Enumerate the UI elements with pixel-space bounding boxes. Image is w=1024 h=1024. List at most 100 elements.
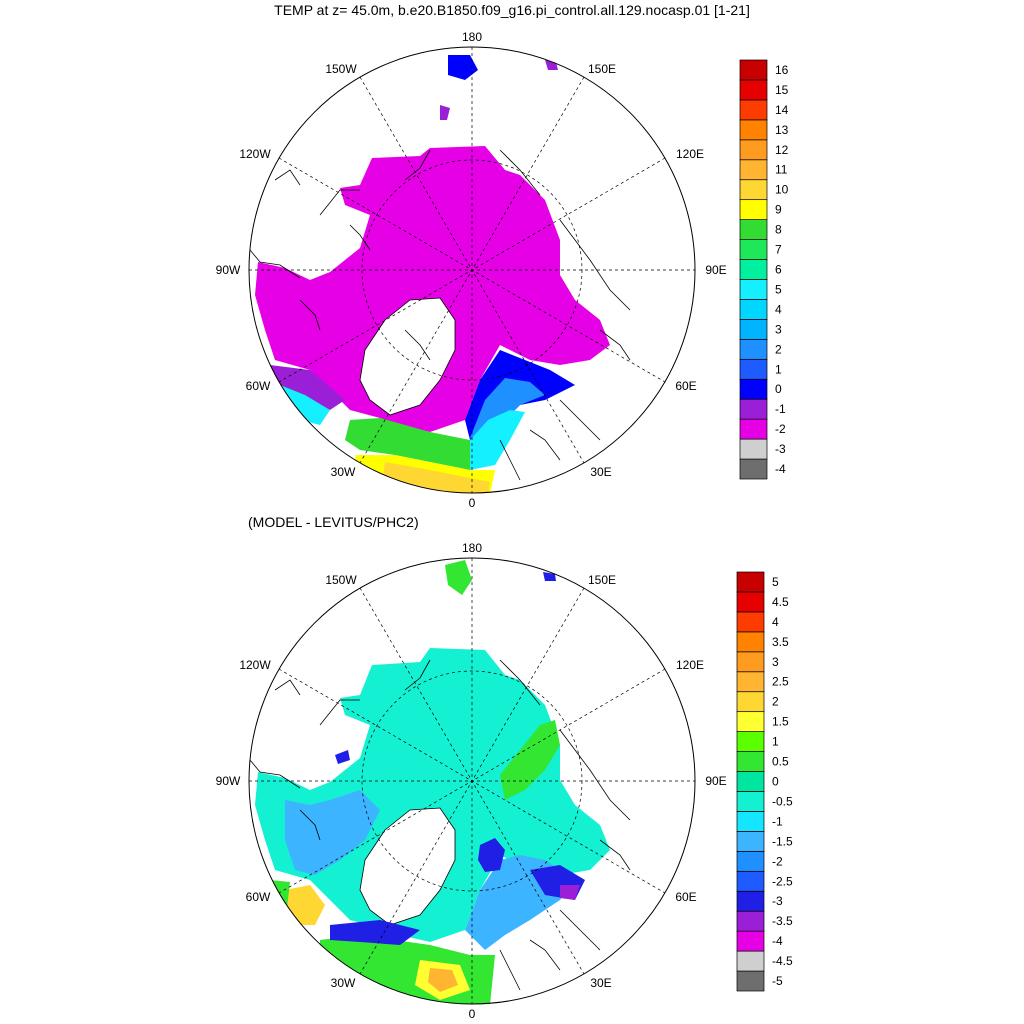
bottom-colorbar: -5 -4.5 -4 -3.5 -3 -2.5 -2 -1.5 -1 -0.5 0 0.5 1 1.5 2 2… bbox=[736, 571, 793, 992]
top-colorbar-label-10: 6 bbox=[775, 263, 782, 277]
top-polar-map: 180 150E 120E 90E 60E 30E 0 30W 60W 90W … bbox=[216, 30, 727, 510]
bottom-colorbar-label-8: -1 bbox=[772, 814, 783, 828]
bottom-laptev-positive bbox=[500, 720, 560, 800]
bottom-colorbar-box-13 bbox=[736, 711, 765, 732]
top-colorbar-box-16 bbox=[739, 139, 768, 161]
bottom-graticule bbox=[249, 558, 695, 1004]
bottom-colorbar-label-17: 3.5 bbox=[772, 635, 789, 649]
bottom-longitude-labels: 180 150E 120E 90E 60E 30E 0 30W 60W 90W … bbox=[216, 541, 727, 1021]
top-lon-180: 180 bbox=[462, 30, 482, 44]
top-colorbar-label-6: 2 bbox=[775, 342, 782, 356]
top-colorbar-box-19 bbox=[739, 79, 768, 101]
bottom-greenland bbox=[359, 807, 456, 926]
top-colorbar-box-14 bbox=[739, 179, 768, 201]
top-colorbar-box-4 bbox=[739, 378, 768, 400]
bottom-lon-90w: 90W bbox=[216, 774, 241, 788]
bottom-colorbar-box-3 bbox=[736, 910, 765, 932]
top-colorbar-box-5 bbox=[739, 358, 768, 380]
bottom-colorbar-box-2 bbox=[736, 930, 765, 952]
bottom-atlantic-orange bbox=[428, 968, 458, 992]
bottom-colorbar-box-20 bbox=[736, 571, 765, 593]
top-lon-30e: 30E bbox=[590, 465, 611, 479]
bottom-east-siberian bbox=[543, 572, 556, 581]
top-lon-120w: 120W bbox=[239, 147, 271, 161]
top-colorbar-label-5: 1 bbox=[775, 362, 782, 376]
bottom-lon-90e: 90E bbox=[705, 774, 726, 788]
bottom-colorbar-label-5: -2.5 bbox=[772, 874, 793, 888]
bottom-lon-0: 0 bbox=[469, 1007, 476, 1021]
top-colorbar-label-17: 13 bbox=[775, 123, 789, 137]
bottom-colorbar-label-15: 2.5 bbox=[772, 675, 789, 689]
bottom-coastline bbox=[249, 659, 631, 991]
top-colorbar-label-9: 5 bbox=[775, 282, 782, 296]
top-lon-90w: 90W bbox=[216, 263, 241, 277]
top-map-border bbox=[248, 46, 696, 494]
bottom-colorbar-box-17 bbox=[736, 631, 765, 653]
bottom-colorbar-label-12: 1 bbox=[772, 735, 779, 749]
bottom-colorbar-box-6 bbox=[736, 850, 765, 872]
bottom-caa-cold bbox=[335, 750, 350, 764]
top-lon-120e: 120E bbox=[676, 147, 704, 161]
bottom-colorbar-label-20: 5 bbox=[772, 575, 779, 589]
bottom-lon-60e: 60E bbox=[675, 890, 696, 904]
top-colorbar-label-14: 10 bbox=[775, 183, 789, 197]
top-colorbar-label-1: -3 bbox=[775, 442, 786, 456]
top-colorbar-label-12: 8 bbox=[775, 223, 782, 237]
bottom-lon-120e: 120E bbox=[676, 658, 704, 672]
bottom-polar-map: 180 150E 120E 90E 60E 30E 0 30W 60W 90W … bbox=[216, 541, 727, 1021]
top-chukchi bbox=[440, 105, 450, 120]
bottom-colorbar-box-1 bbox=[736, 950, 765, 972]
top-colorbar-box-0 bbox=[739, 458, 768, 480]
bottom-kara-purple bbox=[560, 885, 580, 900]
top-colorbar-box-1 bbox=[739, 438, 768, 460]
bottom-colorbar-box-8 bbox=[736, 811, 765, 832]
bottom-lon-30w: 30W bbox=[331, 976, 356, 990]
bottom-colorbar-box-9 bbox=[736, 791, 765, 812]
bottom-lon-180: 180 bbox=[462, 541, 482, 555]
bottom-chart-title: (MODEL - LEVITUS/PHC2) bbox=[248, 514, 419, 530]
bottom-colorbar-box-4 bbox=[736, 890, 765, 912]
bottom-lon-150w: 150W bbox=[325, 573, 357, 587]
top-colorbar-label-13: 9 bbox=[775, 203, 782, 217]
bottom-colorbar-label-4: -3 bbox=[772, 894, 783, 908]
bottom-central-arctic bbox=[255, 648, 610, 942]
top-colorbar-box-9 bbox=[739, 279, 768, 300]
bottom-colorbar-label-11: 0.5 bbox=[772, 755, 789, 769]
bottom-colorbar-box-7 bbox=[736, 831, 765, 852]
top-colorbar-label-3: -1 bbox=[775, 402, 786, 416]
top-colorbar-box-10 bbox=[739, 259, 768, 280]
top-atlantic-green bbox=[345, 418, 470, 470]
top-colorbar-box-15 bbox=[739, 159, 768, 181]
bottom-colorbar-box-11 bbox=[736, 751, 765, 772]
top-map-fill bbox=[249, 55, 631, 493]
bottom-bering bbox=[445, 560, 472, 595]
bottom-lon-60w: 60W bbox=[246, 890, 271, 904]
top-colorbar-label-4: 0 bbox=[775, 382, 782, 396]
top-bering bbox=[448, 55, 478, 80]
top-longitude-labels: 180 150E 120E 90E 60E 30E 0 30W 60W 90W … bbox=[216, 30, 727, 510]
bottom-colorbar-box-5 bbox=[736, 870, 765, 892]
top-lon-0: 0 bbox=[469, 496, 476, 510]
top-lon-150w: 150W bbox=[325, 62, 357, 76]
bottom-colorbar-box-14 bbox=[736, 691, 765, 713]
bottom-lon-150e: 150E bbox=[588, 573, 616, 587]
bottom-lon-30e: 30E bbox=[590, 976, 611, 990]
bottom-colorbar-label-19: 4.5 bbox=[772, 595, 789, 609]
bottom-colorbar-label-3: -3.5 bbox=[772, 914, 793, 928]
bottom-colorbar-label-1: -4.5 bbox=[772, 954, 793, 968]
bottom-colorbar-label-13: 1.5 bbox=[772, 715, 789, 729]
bottom-colorbar-label-16: 3 bbox=[772, 655, 779, 669]
bottom-colorbar-box-0 bbox=[736, 970, 765, 992]
top-colorbar-box-20 bbox=[739, 59, 768, 81]
top-colorbar-label-16: 12 bbox=[775, 143, 789, 157]
top-colorbar-box-3 bbox=[739, 398, 768, 420]
top-greenland bbox=[359, 297, 456, 416]
top-colorbar-box-6 bbox=[739, 338, 768, 360]
top-colorbar-label-20: 16 bbox=[775, 63, 789, 77]
bottom-colorbar-label-14: 2 bbox=[772, 695, 779, 709]
bottom-map-border bbox=[248, 557, 696, 1005]
top-coastline bbox=[249, 149, 631, 481]
bottom-colorbar-label-7: -1.5 bbox=[772, 834, 793, 848]
